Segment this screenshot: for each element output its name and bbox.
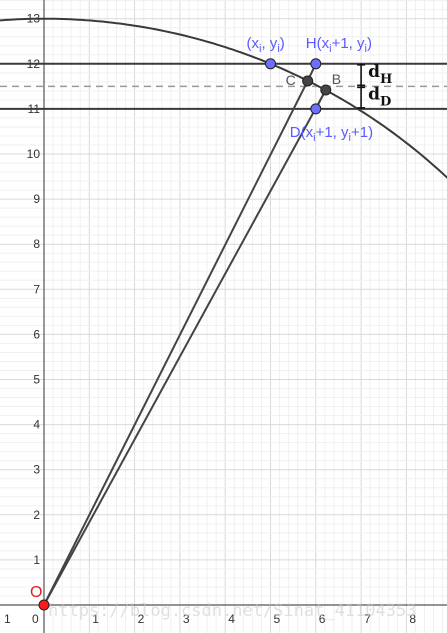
watermark: https://blog.csdn.net/Sinat_41104353 <box>48 601 416 621</box>
distance-sub: D <box>380 95 391 110</box>
y-tick-label: 7 <box>33 282 40 296</box>
point-D <box>311 104 321 114</box>
x-tick-label: 1 <box>4 612 11 626</box>
y-tick-label: 1 <box>33 553 40 567</box>
label-text: +1, y <box>316 124 349 141</box>
y-tick-label: 4 <box>33 418 40 432</box>
label-text: +1) <box>351 124 373 141</box>
label-C: C <box>286 72 296 88</box>
distance-sub: H <box>380 72 392 87</box>
label-text: ) <box>367 35 372 52</box>
point-C <box>303 76 313 86</box>
point-P <box>266 59 276 69</box>
x-tick-label: 0 <box>32 612 39 626</box>
y-tick-label: 2 <box>33 508 40 522</box>
label-text: H(x <box>306 35 330 52</box>
label-text: D(x <box>290 124 314 141</box>
label-text: (x <box>247 35 260 52</box>
y-tick-label: 9 <box>33 192 40 206</box>
label-text: , y <box>261 35 277 52</box>
point-H <box>311 59 321 69</box>
label-B: B <box>332 71 341 87</box>
point-B <box>321 85 331 95</box>
y-tick-label: 8 <box>33 237 40 251</box>
label-D: D(xi+1, yi+1) <box>290 124 373 144</box>
segment-O-B <box>44 90 326 605</box>
y-tick-label: 6 <box>33 327 40 341</box>
label-text: ) <box>280 35 285 52</box>
label-H: H(xi+1, yi) <box>306 35 372 55</box>
y-tick-label: 5 <box>33 373 40 387</box>
y-tick-label: 10 <box>27 147 41 161</box>
label-P: (xi, yi) <box>247 35 285 55</box>
y-tick-label: 3 <box>33 463 40 477</box>
label-text: +1, y <box>332 35 365 52</box>
label-O: O <box>30 584 42 601</box>
